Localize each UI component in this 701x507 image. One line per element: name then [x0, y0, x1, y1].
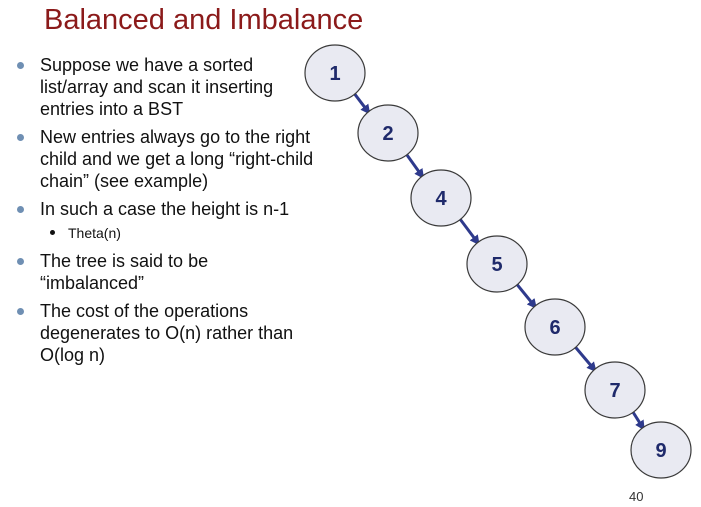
node-circle [630, 421, 692, 479]
node-label: 9 [655, 440, 666, 462]
bullet-item: New entries always go to the right child… [14, 126, 314, 192]
tree-node-9: 9 [630, 421, 692, 479]
edge-4-5 [458, 217, 480, 246]
node-circle [410, 169, 472, 227]
node-label: 6 [549, 317, 560, 339]
slide-title: Balanced and Imbalance [44, 4, 364, 36]
edge-7-9 [631, 410, 645, 431]
tree-node-4: 4 [410, 169, 472, 227]
nodes-layer: 1 2 4 5 6 7 9 [304, 44, 692, 479]
edge-5-6 [515, 282, 537, 309]
bullet-list: Suppose we have a sorted list/array and … [14, 54, 314, 372]
page-number: 40 [629, 489, 644, 504]
tree-node-5: 5 [466, 235, 528, 293]
node-label: 5 [491, 254, 502, 276]
edges-layer [352, 92, 645, 431]
bullet-item: Suppose we have a sorted list/array and … [14, 54, 314, 120]
node-circle [304, 44, 366, 102]
node-circle [357, 104, 419, 162]
bullet-item: The cost of the operations degenerates t… [14, 300, 314, 366]
edge-6-7 [573, 345, 597, 373]
node-circle [524, 298, 586, 356]
edge-2-4 [404, 152, 425, 180]
node-circle [584, 361, 646, 419]
node-circle [466, 235, 528, 293]
sub-bullet-item: Theta(n) [14, 224, 314, 242]
tree-node-6: 6 [524, 298, 586, 356]
tree-node-7: 7 [584, 361, 646, 419]
node-label: 1 [329, 63, 340, 85]
tree-node-1: 1 [304, 44, 366, 102]
bullet-item: The tree is said to be “imbalanced” [14, 250, 314, 294]
node-label: 4 [435, 188, 447, 210]
node-label: 7 [609, 380, 620, 402]
edge-1-2 [352, 92, 371, 115]
bullet-item: In such a case the height is n-1 [14, 198, 314, 220]
node-label: 2 [382, 123, 393, 145]
tree-node-2: 2 [357, 104, 419, 162]
